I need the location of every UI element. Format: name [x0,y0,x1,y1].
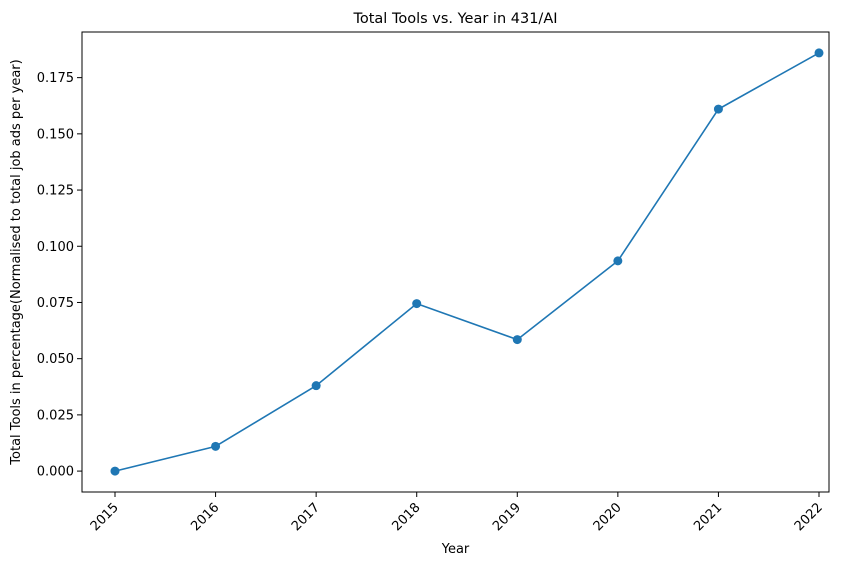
y-tick-label: 0.125 [37,184,74,199]
data-point [512,335,522,345]
y-tick-label: 0.025 [37,408,74,423]
series-line [114,52,820,472]
y-tick-label: 0.000 [37,465,74,480]
data-point [311,381,321,391]
data-point [814,48,824,58]
y-axis-label: Total Tools in percentage(Normalised to … [9,59,24,465]
plot-frame [81,31,830,493]
y-axis: 0.000 0.025 0.050 0.075 0.100 0.125 0.150 0.175 [37,71,82,480]
data-point [613,256,623,266]
y-tick-label: 0.050 [37,352,74,367]
data-point [713,104,723,114]
y-tick-label: 0.100 [37,240,74,255]
y-tick-label: 0.150 [37,127,74,142]
plot-area [81,31,830,493]
series-total-tools [110,48,824,476]
y-tick-label: 0.175 [37,71,74,86]
data-point [110,466,120,476]
chart-title: Total Tools vs. Year in 431/AI [352,11,557,27]
data-point [412,299,422,309]
y-tick-label: 0.075 [37,296,74,311]
data-point [211,441,221,451]
x-axis-label: Year [441,542,470,557]
